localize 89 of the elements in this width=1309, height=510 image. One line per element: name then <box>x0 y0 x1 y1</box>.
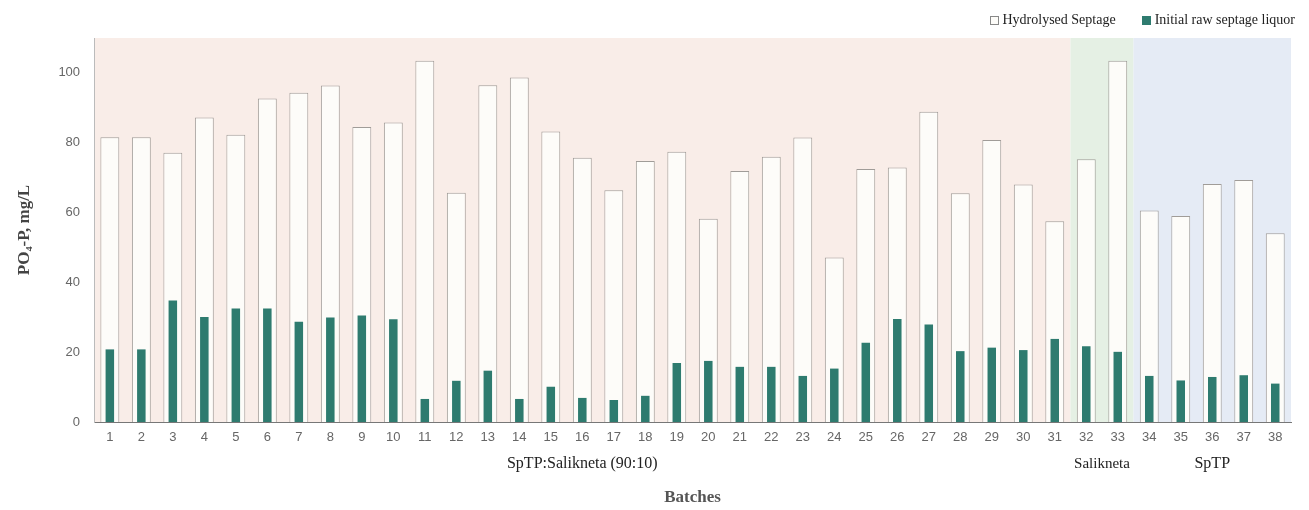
bar <box>609 400 619 422</box>
bar <box>861 342 871 422</box>
x-tick-label: 35 <box>1173 429 1188 445</box>
bar <box>1019 350 1028 422</box>
x-tick-label: 21 <box>732 429 748 445</box>
legend-label: Hydrolysed Septage <box>1002 12 1116 28</box>
y-tick-label: 60 <box>65 204 81 220</box>
x-tick-label: 7 <box>295 429 303 445</box>
bar <box>1145 375 1154 422</box>
bar <box>798 375 808 422</box>
y-tick-label: 100 <box>58 64 81 80</box>
bar <box>389 319 398 422</box>
x-tick-label: 25 <box>858 429 874 445</box>
y-axis-title: PO₄-P, mg/L <box>13 184 33 276</box>
bar <box>956 351 965 422</box>
bar <box>515 398 524 422</box>
x-tick-label: 1 <box>106 429 114 445</box>
x-tick-label: 34 <box>1142 429 1157 445</box>
bar <box>1113 351 1123 422</box>
bar <box>1176 380 1186 422</box>
bar <box>200 316 209 422</box>
x-tick-label: 13 <box>480 429 496 445</box>
x-tick-label: 31 <box>1047 429 1062 445</box>
bar <box>893 319 902 422</box>
x-tick-label: 27 <box>921 429 937 445</box>
y-tick-label: 20 <box>65 343 81 359</box>
x-tick-label: 18 <box>638 429 653 445</box>
bar <box>1208 376 1217 422</box>
x-tick-label: 8 <box>326 429 334 445</box>
bar <box>231 308 241 422</box>
x-tick-label: 38 <box>1268 429 1283 445</box>
y-tick-label: 0 <box>72 413 81 429</box>
bar <box>672 363 682 422</box>
bar <box>294 321 304 422</box>
x-axis-title: Batches <box>664 487 722 507</box>
x-tick-label: 19 <box>669 429 685 445</box>
bar <box>924 324 934 422</box>
bar <box>357 315 367 422</box>
bar <box>735 366 745 422</box>
band-label: SpTP <box>1194 454 1231 473</box>
bar <box>1271 383 1280 422</box>
x-tick-label: 5 <box>232 429 240 445</box>
x-tick-label: 15 <box>543 429 559 445</box>
x-tick-label: 9 <box>358 429 366 445</box>
x-tick-label: 4 <box>200 429 208 445</box>
x-tick-label: 28 <box>953 429 968 445</box>
x-tick-label: 29 <box>984 429 1000 445</box>
x-tick-label: 16 <box>575 429 590 445</box>
x-tick-label: 14 <box>512 429 527 445</box>
x-tick-label: 3 <box>169 429 177 445</box>
x-tick-label: 36 <box>1205 429 1220 445</box>
x-tick-label: 26 <box>890 429 905 445</box>
y-tick-label: 80 <box>65 134 81 150</box>
bar <box>1239 375 1249 422</box>
bar <box>137 349 146 422</box>
bar <box>987 347 997 422</box>
bar <box>452 380 461 422</box>
band-label: Salikneta <box>1074 454 1131 471</box>
x-tick-label: 11 <box>418 429 432 445</box>
bar <box>168 300 178 422</box>
x-tick-label: 2 <box>137 429 145 445</box>
x-tick-label: 6 <box>263 429 271 445</box>
x-tick-label: 10 <box>386 429 401 445</box>
x-tick-label: 37 <box>1236 429 1251 445</box>
bar <box>1050 338 1060 422</box>
bar <box>420 398 430 422</box>
x-tick-label: 17 <box>606 429 622 445</box>
bar <box>767 366 776 422</box>
bar <box>1082 346 1091 422</box>
bar <box>326 317 335 422</box>
x-tick-label: 32 <box>1079 429 1094 445</box>
x-tick-label: 23 <box>795 429 811 445</box>
x-tick-label: 30 <box>1016 429 1031 445</box>
y-tick-label: 40 <box>65 273 81 289</box>
bar <box>641 395 650 422</box>
bar <box>578 397 587 422</box>
x-tick-label: 24 <box>827 429 842 445</box>
x-tick-label: 20 <box>701 429 716 445</box>
x-tick-label: 12 <box>449 429 464 445</box>
x-tick-label: 33 <box>1110 429 1125 445</box>
legend-label: Initial raw septage liquor <box>1154 12 1295 28</box>
bar <box>830 368 839 422</box>
bar <box>105 349 115 422</box>
bar <box>546 386 556 422</box>
band-label: SpTP:Salikneta (90:10) <box>506 454 658 473</box>
x-tick-label: 22 <box>764 429 779 445</box>
bar <box>483 370 493 422</box>
bar <box>263 308 272 422</box>
bar <box>704 360 713 422</box>
